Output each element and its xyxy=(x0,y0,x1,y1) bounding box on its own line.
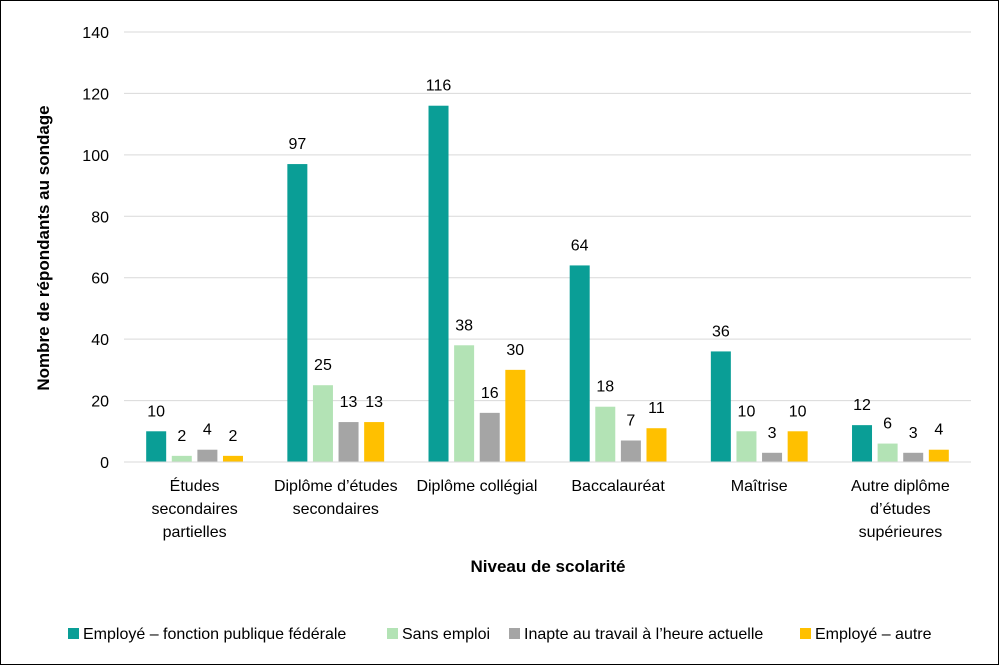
y-tick-label: 140 xyxy=(82,25,109,42)
data-label: 18 xyxy=(596,379,614,396)
data-label: 6 xyxy=(883,416,892,433)
y-tick-label: 20 xyxy=(91,394,109,411)
y-tick-label: 120 xyxy=(82,86,109,103)
x-category-label: Baccalauréat xyxy=(571,478,665,495)
y-axis-title: Nombre de répondants au sondage xyxy=(34,105,53,390)
data-label: 12 xyxy=(853,397,871,414)
legend-swatch xyxy=(387,628,398,639)
x-category-label: Diplôme collégial xyxy=(416,478,537,495)
x-category-label: Études secondaires partielles xyxy=(151,476,237,541)
bar xyxy=(762,452,783,462)
data-label: 30 xyxy=(506,342,524,359)
y-tick-label: 0 xyxy=(100,455,109,472)
bar xyxy=(428,105,449,462)
bar xyxy=(287,164,308,463)
bar xyxy=(852,425,873,462)
bar xyxy=(364,422,385,462)
bar xyxy=(710,351,731,462)
legend: Employé – fonction publique fédérale Sans… xyxy=(68,626,932,643)
bar xyxy=(620,440,641,462)
data-label: 64 xyxy=(571,237,589,254)
bar xyxy=(454,345,475,462)
data-label: 36 xyxy=(712,323,730,340)
x-axis-categories: Études secondaires partielles Diplôme d’étu… xyxy=(151,476,949,541)
legend-swatch xyxy=(800,628,811,639)
bar xyxy=(928,449,949,462)
data-label: 4 xyxy=(934,422,943,439)
data-label: 4 xyxy=(203,422,212,439)
bar xyxy=(479,412,500,462)
y-tick-label: 80 xyxy=(91,209,109,226)
y-tick-label: 40 xyxy=(91,332,109,349)
bar xyxy=(338,422,359,462)
y-axis-ticks: 0 20 40 60 80 100 120 140 xyxy=(82,25,109,472)
y-tick-label: 60 xyxy=(91,271,109,288)
legend-label: Employé – autre xyxy=(815,626,932,643)
bar xyxy=(787,431,808,462)
bar xyxy=(197,449,218,462)
y-tick-label: 100 xyxy=(82,148,109,165)
bar xyxy=(146,431,167,462)
bar xyxy=(222,455,243,462)
data-label: 2 xyxy=(229,428,238,445)
bar xyxy=(903,452,924,462)
data-label: 3 xyxy=(768,425,777,442)
legend-label: Inapte au travail à l’heure actuelle xyxy=(524,626,763,643)
data-label: 11 xyxy=(648,400,665,417)
legend-item: Employé – autre xyxy=(800,626,932,643)
data-label: 13 xyxy=(365,394,383,411)
legend-label: Employé – fonction publique fédérale xyxy=(83,626,346,643)
data-label: 10 xyxy=(789,403,807,420)
bar xyxy=(736,431,757,462)
bar xyxy=(505,369,526,462)
x-axis-title: Niveau de scolarité xyxy=(471,557,626,576)
legend-swatch xyxy=(68,628,79,639)
data-label: 7 xyxy=(626,413,635,430)
data-label: 38 xyxy=(455,317,473,334)
data-label: 116 xyxy=(426,78,452,95)
gridlines xyxy=(124,31,971,402)
bar xyxy=(646,428,667,462)
x-category-label: Diplôme d’études secondaires xyxy=(274,478,398,518)
bar xyxy=(569,265,590,462)
x-category-label: Maîtrise xyxy=(731,478,788,495)
legend-swatch xyxy=(509,628,520,639)
data-label: 16 xyxy=(481,385,499,402)
bar xyxy=(877,443,898,462)
data-label: 2 xyxy=(177,428,186,445)
legend-item: Sans emploi xyxy=(387,626,490,643)
data-label: 10 xyxy=(147,403,165,420)
data-label: 25 xyxy=(314,357,332,374)
x-category-label: Autre diplôme d’études supérieures xyxy=(851,478,950,541)
bar xyxy=(595,406,616,462)
legend-item: Employé – fonction publique fédérale xyxy=(68,626,346,643)
bar xyxy=(312,385,333,462)
data-label: 13 xyxy=(340,394,358,411)
data-label: 97 xyxy=(288,136,306,153)
legend-item: Inapte au travail à l’heure actuelle xyxy=(509,626,763,643)
bars xyxy=(146,105,949,463)
data-label: 3 xyxy=(909,425,918,442)
bar xyxy=(171,455,192,462)
data-label: 10 xyxy=(738,403,756,420)
legend-label: Sans emploi xyxy=(402,626,490,643)
